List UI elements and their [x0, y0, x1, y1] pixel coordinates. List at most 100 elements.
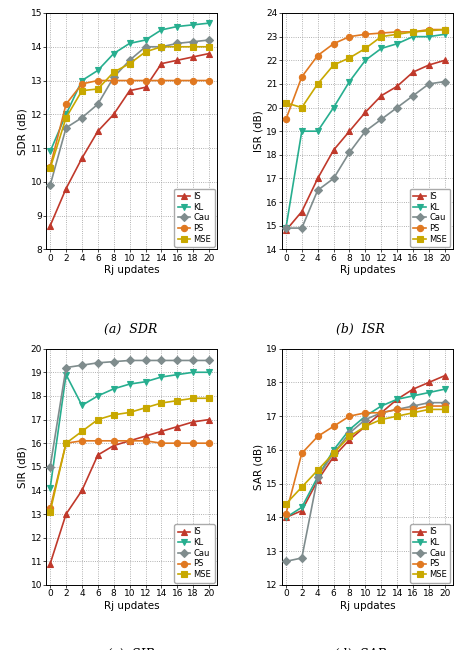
- KL: [95, 392, 101, 400]
- Line: KL: KL: [283, 31, 448, 231]
- IS: [190, 418, 196, 426]
- Line: PS: PS: [283, 403, 448, 517]
- PS: [395, 406, 400, 413]
- IS: [111, 441, 116, 449]
- MSE: [346, 54, 352, 62]
- KL: [410, 392, 416, 400]
- Y-axis label: SDR (dB): SDR (dB): [18, 108, 28, 155]
- Cau: [299, 224, 304, 232]
- KL: [363, 412, 368, 420]
- MSE: [127, 409, 133, 417]
- IS: [63, 510, 69, 518]
- KL: [331, 103, 336, 111]
- Cau: [63, 124, 69, 132]
- PS: [378, 409, 384, 417]
- Cau: [63, 363, 69, 371]
- MSE: [95, 85, 101, 93]
- PS: [410, 28, 416, 36]
- IS: [410, 385, 416, 393]
- Cau: [111, 73, 116, 81]
- PS: [331, 422, 336, 430]
- X-axis label: Rj updates: Rj updates: [340, 601, 395, 611]
- Cau: [442, 77, 448, 85]
- MSE: [190, 395, 196, 402]
- MSE: [63, 114, 69, 122]
- PS: [363, 409, 368, 417]
- IS: [299, 507, 304, 515]
- IS: [207, 415, 212, 423]
- PS: [63, 439, 69, 447]
- PS: [190, 439, 196, 447]
- KL: [207, 369, 212, 376]
- Cau: [158, 43, 164, 51]
- MSE: [283, 500, 289, 508]
- Text: (a)  SDR: (a) SDR: [104, 323, 157, 336]
- MSE: [426, 406, 432, 413]
- KL: [331, 446, 336, 454]
- PS: [315, 51, 321, 59]
- IS: [426, 61, 432, 69]
- Cau: [363, 415, 368, 423]
- Cau: [331, 449, 336, 457]
- Cau: [283, 558, 289, 566]
- Line: PS: PS: [47, 437, 212, 512]
- MSE: [48, 508, 53, 515]
- Cau: [331, 175, 336, 183]
- Cau: [395, 103, 400, 111]
- KL: [143, 378, 148, 385]
- Cau: [143, 43, 148, 51]
- PS: [426, 402, 432, 410]
- KL: [378, 402, 384, 410]
- IS: [395, 395, 400, 403]
- KL: [143, 36, 148, 44]
- Line: Cau: Cau: [47, 37, 212, 188]
- Line: MSE: MSE: [47, 44, 212, 172]
- Cau: [175, 40, 180, 47]
- MSE: [426, 27, 432, 34]
- Cau: [346, 429, 352, 437]
- IS: [315, 476, 321, 484]
- PS: [175, 77, 180, 85]
- Legend: IS, KL, Cau, PS, MSE: IS, KL, Cau, PS, MSE: [174, 524, 214, 582]
- Cau: [426, 398, 432, 406]
- Cau: [95, 359, 101, 367]
- PS: [395, 28, 400, 36]
- Line: KL: KL: [47, 369, 212, 491]
- MSE: [378, 32, 384, 40]
- MSE: [363, 422, 368, 430]
- IS: [190, 53, 196, 61]
- KL: [127, 40, 133, 47]
- KL: [426, 32, 432, 40]
- Cau: [207, 357, 212, 365]
- MSE: [331, 449, 336, 457]
- PS: [158, 439, 164, 447]
- Line: Cau: Cau: [47, 358, 212, 470]
- KL: [346, 77, 352, 85]
- IS: [378, 409, 384, 417]
- IS: [442, 372, 448, 380]
- Cau: [79, 361, 85, 369]
- Cau: [207, 36, 212, 44]
- Line: IS: IS: [47, 51, 212, 229]
- PS: [299, 73, 304, 81]
- IS: [175, 422, 180, 430]
- IS: [346, 436, 352, 444]
- MSE: [190, 43, 196, 51]
- MSE: [79, 428, 85, 436]
- KL: [79, 402, 85, 410]
- Legend: IS, KL, Cau, PS, MSE: IS, KL, Cau, PS, MSE: [174, 188, 214, 247]
- KL: [127, 380, 133, 388]
- Y-axis label: ISR (dB): ISR (dB): [254, 111, 263, 152]
- MSE: [143, 404, 148, 411]
- PS: [190, 77, 196, 85]
- PS: [331, 40, 336, 47]
- PS: [283, 510, 289, 518]
- PS: [79, 437, 85, 445]
- Cau: [315, 473, 321, 481]
- Cau: [299, 554, 304, 562]
- Cau: [127, 57, 133, 64]
- Line: PS: PS: [47, 77, 212, 170]
- PS: [143, 437, 148, 445]
- KL: [63, 111, 69, 118]
- IS: [143, 432, 148, 440]
